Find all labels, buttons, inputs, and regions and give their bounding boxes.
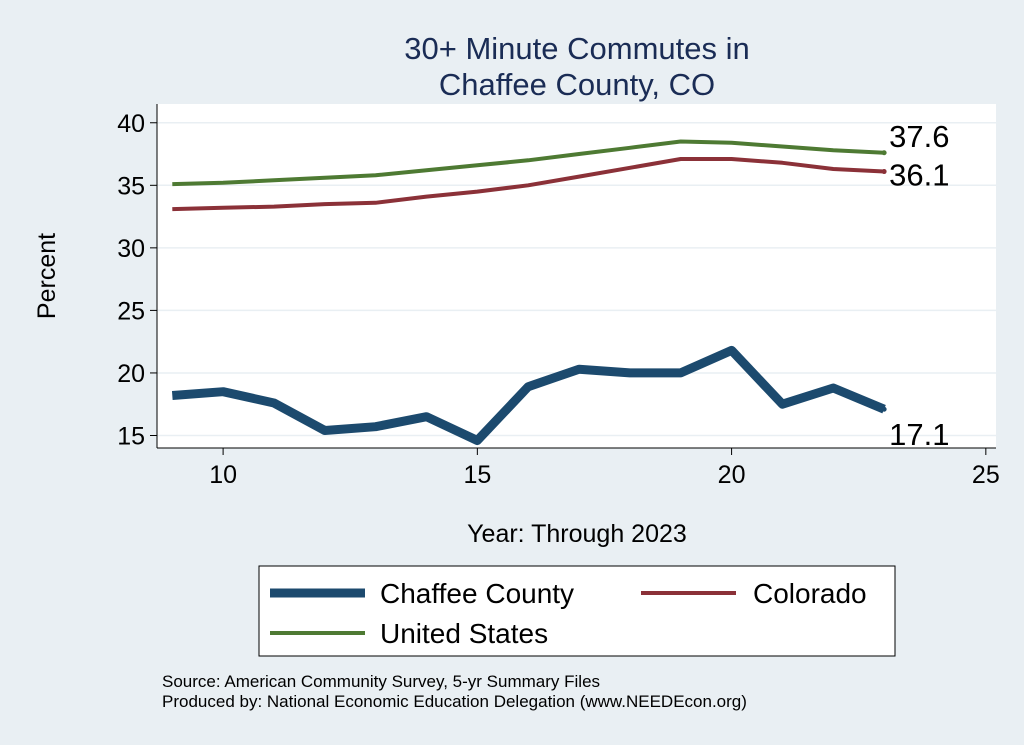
plot-area: 15 20 25 30 35 40 10 15 20 25 17.1 36.1 37.6 [117, 104, 1000, 489]
end-point-united-states [881, 150, 887, 156]
end-point-colorado [881, 169, 887, 175]
x-axis-title: Year: Through 2023 [467, 520, 687, 548]
end-label-colorado: 36.1 [889, 158, 949, 193]
source-note: Source: American Community Survey, 5-yr … [162, 672, 600, 691]
series-line-chaffee-county [171, 345, 886, 445]
x-tick-label-25: 25 [972, 461, 1000, 489]
legend-box [258, 565, 896, 657]
end-point-chaffee-county [881, 406, 887, 412]
x-tick-label-10: 10 [209, 461, 237, 489]
y-tick-label-25: 25 [117, 297, 145, 325]
legend-label-united-states: United States [380, 618, 548, 649]
x-tick-label-15: 15 [463, 461, 491, 489]
legend: Chaffee County Colorado United States [258, 565, 896, 657]
x-tick-label-20: 20 [718, 461, 746, 489]
series-lines [171, 139, 887, 445]
chart-title-line-2: Chaffee County, CO [439, 67, 715, 102]
y-tick-label-35: 35 [117, 172, 145, 200]
producer-note: Produced by: National Economic Education… [162, 692, 747, 711]
y-tick-label-40: 40 [117, 110, 145, 138]
series-line-united-states [172, 139, 885, 187]
chart-title-line-1: 30+ Minute Commutes in [404, 31, 749, 66]
y-tick-label-20: 20 [117, 360, 145, 388]
y-axis-title: Percent [33, 233, 61, 319]
axes: 15 20 25 30 35 40 10 15 20 25 [117, 104, 1000, 489]
legend-label-colorado: Colorado [753, 578, 867, 609]
end-label-united-states: 37.6 [889, 119, 949, 154]
y-tick-label-30: 30 [117, 235, 145, 263]
plot-background [157, 104, 996, 448]
legend-label-chaffee-county: Chaffee County [380, 578, 574, 609]
y-tick-label-15: 15 [117, 422, 145, 450]
series-line-colorado [172, 157, 885, 212]
end-labels: 17.1 36.1 37.6 [889, 119, 949, 452]
end-label-chaffee-county: 17.1 [889, 417, 949, 452]
